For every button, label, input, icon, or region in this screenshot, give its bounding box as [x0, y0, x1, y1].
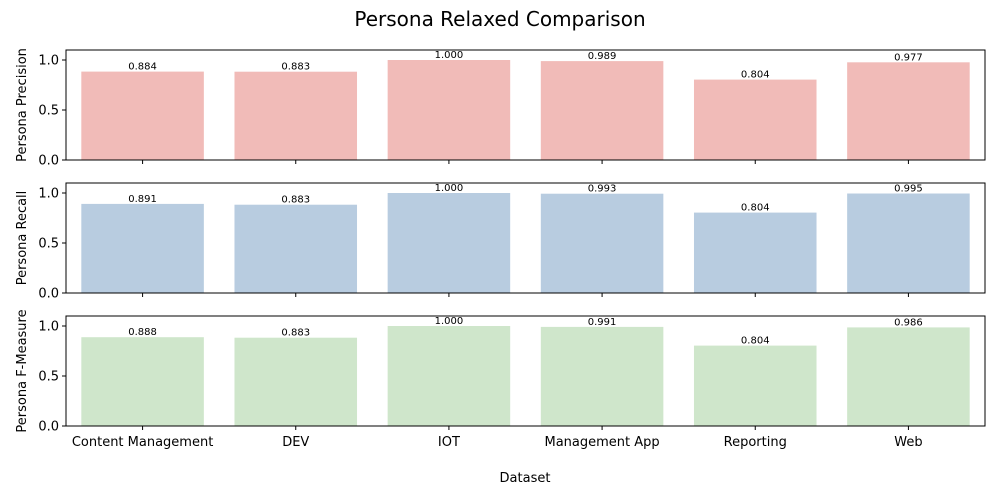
data-label-0-3: 0.989 — [588, 51, 617, 62]
data-label-2-2: 1.000 — [435, 316, 464, 327]
data-label-0-4: 0.804 — [741, 70, 770, 81]
bar-0-0 — [81, 71, 204, 160]
bar-0-1 — [234, 71, 358, 160]
x-tick-label-1: DEV — [282, 435, 309, 450]
data-label-2-3: 0.991 — [588, 317, 617, 328]
y-axis-label-0: Persona Precision — [15, 48, 30, 162]
data-label-2-0: 0.888 — [128, 327, 157, 338]
x-tick-label-2: IOT — [438, 435, 460, 450]
chart-panels: 0.884 0.883 1.000 0.989 0.804 0.977 0.0 0.5 1.0 P… — [15, 48, 986, 450]
bar-2-3 — [540, 326, 664, 426]
data-label-0-1: 0.883 — [281, 62, 310, 73]
x-tick-label-4: Reporting — [724, 435, 787, 450]
bar-0-2 — [387, 60, 511, 160]
bar-2-1 — [234, 337, 358, 426]
y-axis-label-2: Persona F-Measure — [15, 309, 30, 432]
y-axis-label-1: Persona Recall — [15, 191, 30, 286]
bar-2-0 — [81, 337, 204, 426]
data-label-2-4: 0.804 — [741, 336, 770, 347]
data-label-1-5: 0.995 — [894, 184, 923, 195]
bar-0-3 — [540, 61, 664, 160]
bar-1-2 — [387, 193, 511, 293]
data-label-1-4: 0.804 — [741, 203, 770, 214]
panel-frame-1 — [65, 182, 986, 294]
bar-1-0 — [81, 203, 204, 293]
y-tick-label-1-1: 0.5 — [38, 237, 59, 252]
panel-frame-2 — [65, 315, 986, 427]
data-label-1-3: 0.993 — [588, 184, 617, 195]
y-tick-label-2-0: 0.0 — [38, 420, 59, 435]
y-tick-label-1-0: 0.0 — [38, 287, 59, 302]
y-tick-label-2-2: 1.0 — [38, 320, 59, 335]
data-label-1-1: 0.883 — [281, 195, 310, 206]
bar-1-3 — [540, 193, 664, 293]
bar-2-2 — [387, 326, 511, 426]
chart-title: Persona Relaxed Comparison — [354, 7, 645, 31]
data-label-0-5: 0.977 — [894, 52, 923, 63]
data-label-2-5: 0.986 — [894, 317, 923, 328]
bar-0-5 — [847, 62, 970, 160]
x-axis-label: Dataset — [500, 471, 551, 486]
data-label-0-2: 1.000 — [435, 50, 464, 61]
data-label-1-2: 1.000 — [435, 183, 464, 194]
bar-1-1 — [234, 204, 358, 293]
y-tick-label-0-1: 0.5 — [38, 104, 59, 119]
bar-2-4 — [693, 345, 817, 426]
bar-1-4 — [693, 212, 817, 293]
data-label-2-1: 0.883 — [281, 328, 310, 339]
y-tick-label-0-2: 1.0 — [38, 54, 59, 69]
y-tick-label-0-0: 0.0 — [38, 154, 59, 169]
y-tick-label-2-1: 0.5 — [38, 370, 59, 385]
data-label-1-0: 0.891 — [128, 194, 157, 205]
bar-1-5 — [847, 193, 970, 293]
data-label-0-0: 0.884 — [128, 62, 157, 73]
x-tick-label-5: Web — [894, 435, 922, 450]
bar-0-4 — [693, 79, 817, 160]
y-tick-label-1-2: 1.0 — [38, 187, 59, 202]
x-tick-label-0: Content Management — [72, 435, 213, 450]
x-tick-label-3: Management App — [544, 435, 659, 450]
bar-2-5 — [847, 327, 970, 426]
panel-frame-0 — [65, 49, 986, 161]
